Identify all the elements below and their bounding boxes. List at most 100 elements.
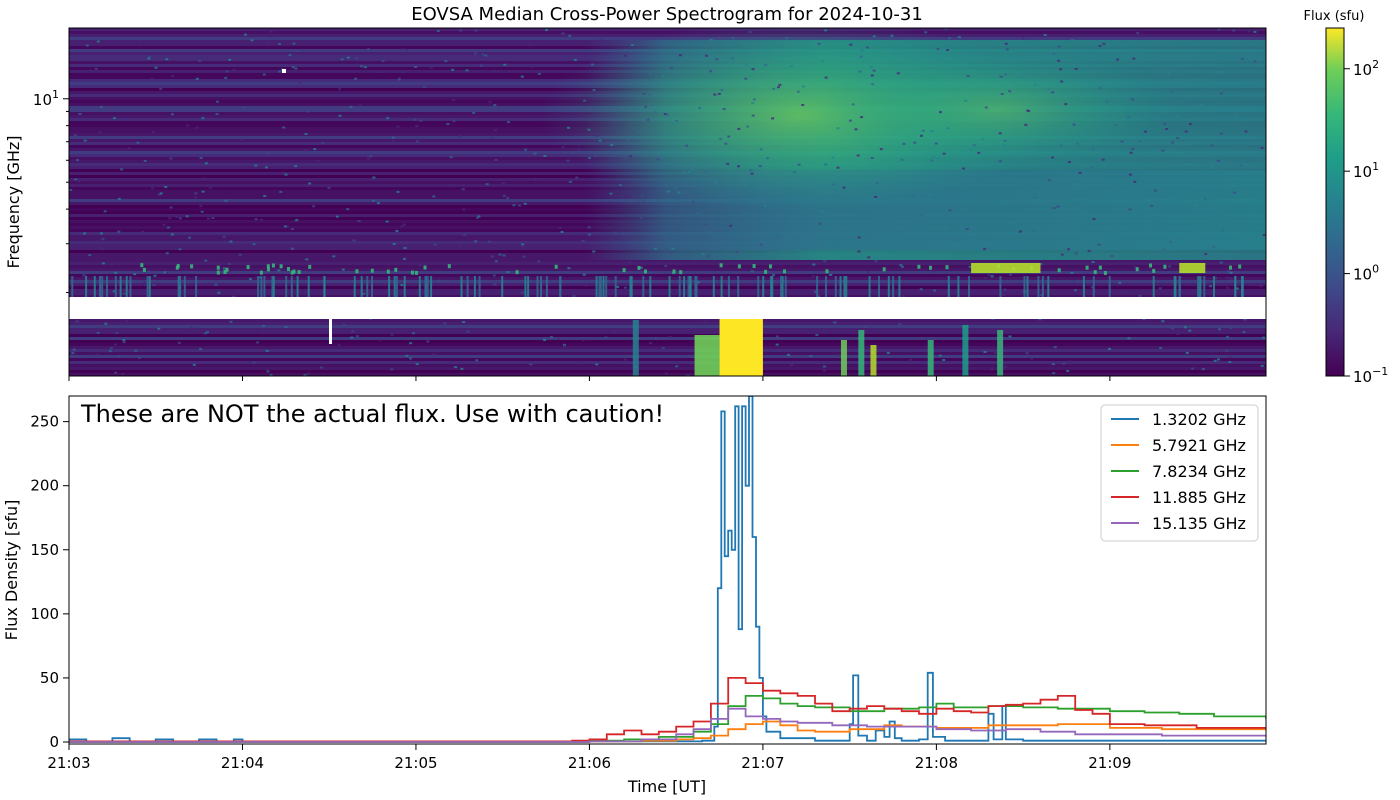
- burst-column: [366, 276, 369, 297]
- speckle: [948, 209, 952, 212]
- speckle: [89, 69, 93, 72]
- speckle: [125, 320, 128, 323]
- frequency-row: [69, 358, 1266, 361]
- speckle: [1138, 140, 1141, 143]
- colorbar-ticks: 102 101 100 10−1: [1344, 58, 1388, 386]
- frequency-row: [69, 334, 1266, 337]
- speckle: [919, 214, 923, 217]
- speckle: [74, 178, 78, 181]
- speckle: [772, 274, 775, 277]
- speckle: [104, 322, 108, 325]
- burst-column: [425, 276, 428, 297]
- speckle: [1056, 205, 1060, 208]
- speckle: [1089, 166, 1093, 169]
- speckle: [96, 331, 100, 334]
- speckle: [248, 278, 252, 280]
- burst-speck: [917, 264, 921, 269]
- burst-column: [179, 276, 181, 297]
- burst-column: [430, 276, 433, 297]
- speckle: [859, 55, 863, 58]
- lightcurve-ytick-label: 250: [30, 413, 59, 431]
- speckle: [828, 273, 832, 276]
- burst-column: [119, 276, 122, 297]
- speckle: [1194, 204, 1198, 207]
- speckle: [1064, 103, 1068, 106]
- speckle: [291, 66, 295, 69]
- speckle: [1161, 320, 1165, 323]
- speckle: [1144, 115, 1148, 118]
- speckle: [501, 182, 505, 185]
- speckle: [1091, 148, 1095, 151]
- speckle: [211, 217, 215, 220]
- speckle: [919, 134, 923, 137]
- speckle: [890, 34, 894, 37]
- burst-column: [737, 276, 740, 297]
- burst-speck: [292, 269, 296, 274]
- speckle: [195, 126, 199, 129]
- speckle: [750, 270, 754, 273]
- speckle: [607, 74, 611, 77]
- burst-column: [1023, 276, 1026, 297]
- speckle: [286, 225, 289, 228]
- speckle: [1009, 221, 1013, 224]
- speckle: [308, 182, 312, 185]
- burst-column: [360, 276, 363, 297]
- speckle: [122, 339, 126, 342]
- speckle: [1067, 248, 1071, 251]
- speckle: [402, 223, 406, 226]
- speckle: [354, 77, 358, 80]
- speckle: [185, 215, 189, 218]
- speckle: [493, 69, 497, 72]
- speckle: [624, 54, 627, 57]
- speckle: [1239, 164, 1243, 167]
- speckle: [278, 42, 281, 45]
- speckle: [649, 73, 652, 76]
- speckle: [200, 210, 204, 213]
- burst-column: [614, 276, 617, 297]
- speckle: [705, 54, 708, 57]
- speckle: [103, 210, 107, 213]
- speckle: [1120, 140, 1124, 143]
- burst-column: [649, 276, 652, 297]
- speckle: [685, 144, 689, 147]
- speckle: [492, 274, 496, 277]
- speckle: [108, 350, 112, 353]
- speckle: [1078, 172, 1082, 174]
- speckle: [306, 110, 310, 113]
- lightcurve-ytick-label: 50: [40, 669, 59, 687]
- burst-column: [605, 276, 608, 297]
- burst-blip: [858, 330, 865, 376]
- speckle: [964, 99, 968, 102]
- frequency-row: [69, 328, 1266, 331]
- speckle: [703, 171, 707, 174]
- speckle: [1184, 130, 1188, 133]
- speckle: [1201, 368, 1205, 371]
- speckle: [335, 215, 339, 218]
- speckle: [1129, 151, 1133, 154]
- burst-speck: [1238, 264, 1242, 269]
- frequency-row: [69, 295, 1266, 298]
- burst-speck: [216, 265, 220, 270]
- speckle: [646, 118, 650, 121]
- speckle: [316, 159, 320, 162]
- speckle: [595, 134, 599, 137]
- speckle: [673, 187, 677, 190]
- speckle: [1092, 218, 1096, 221]
- speckle: [307, 270, 311, 273]
- speckle: [720, 89, 724, 92]
- speckle: [259, 218, 263, 221]
- speckle: [1046, 88, 1050, 91]
- speckle: [1213, 359, 1217, 362]
- speckle: [999, 75, 1003, 78]
- speckle: [123, 292, 127, 295]
- burst-column: [1026, 276, 1029, 297]
- speckle: [870, 157, 874, 159]
- speckle: [88, 361, 92, 364]
- speckle: [856, 154, 860, 157]
- speckle: [811, 275, 815, 278]
- speckle: [493, 104, 497, 107]
- speckle: [648, 94, 652, 97]
- burst-column: [418, 276, 421, 297]
- speckle: [1052, 52, 1056, 55]
- speckle: [1068, 360, 1072, 363]
